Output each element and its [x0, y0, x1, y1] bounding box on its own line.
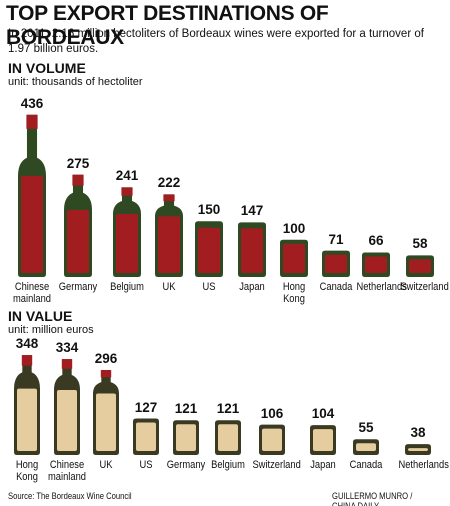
- category-label: Chinese mainland: [48, 459, 86, 483]
- data-label: 106: [260, 405, 284, 421]
- bottle-label: [67, 209, 89, 273]
- category-label: Switzerland: [400, 281, 449, 293]
- category-label: Germany: [166, 459, 206, 471]
- bottle-label: [17, 388, 37, 451]
- bottle-label: [57, 389, 77, 451]
- title: TOP EXPORT DESTINATIONS OF BORDEAUX: [6, 2, 329, 49]
- category-label: Germany: [58, 281, 98, 293]
- source: Source: The Bordeaux Wine Council: [8, 491, 132, 501]
- category-label: Switzerland: [252, 459, 301, 471]
- bottle-label: [365, 256, 387, 273]
- section-unit: unit: million euros: [8, 324, 94, 336]
- data-label: 241: [115, 168, 139, 184]
- bottle-label: [408, 448, 428, 451]
- data-label: 100: [282, 220, 306, 236]
- bottle-cap: [26, 114, 38, 129]
- bottle-cap: [21, 355, 33, 366]
- category-label: UK: [162, 281, 176, 293]
- data-label: 296: [94, 351, 118, 367]
- bottle-label: [262, 428, 282, 451]
- category-label: Hong Kong: [15, 459, 39, 483]
- bottle-cap: [72, 174, 84, 186]
- bottle-cap: [61, 359, 73, 369]
- bottle-label: [241, 228, 263, 273]
- bottle-label: [96, 393, 116, 451]
- bottle-label: [136, 422, 156, 451]
- category-label: Hong Kong: [282, 281, 306, 305]
- data-label: 275: [66, 155, 90, 171]
- bottle-label: [409, 259, 431, 273]
- bottle-label: [283, 243, 305, 273]
- data-label: 348: [15, 336, 39, 352]
- category-label: US: [139, 459, 153, 471]
- data-label: 38: [410, 425, 426, 441]
- bottle-label: [313, 429, 333, 451]
- data-label: 150: [197, 202, 221, 218]
- category-label: Canada: [349, 459, 383, 471]
- category-label: Japan: [239, 281, 265, 293]
- data-label: 121: [216, 401, 240, 417]
- bottle-label: [21, 175, 43, 273]
- data-label: 58: [412, 236, 428, 252]
- category-label: Netherlands: [398, 459, 449, 471]
- category-label: Chinese mainland: [13, 281, 51, 305]
- category-label: UK: [99, 459, 113, 471]
- category-label: Belgium: [110, 281, 144, 293]
- bottle-cap: [100, 370, 112, 378]
- category-label: US: [202, 281, 216, 293]
- bottle-label: [198, 227, 220, 273]
- data-label: 436: [20, 95, 44, 111]
- bottle-label: [218, 424, 238, 451]
- bottle-cap: [163, 194, 175, 202]
- data-label: 55: [358, 420, 374, 436]
- category-label: Belgium: [211, 459, 245, 471]
- data-label: 222: [157, 175, 181, 191]
- category-label: Netherlands: [356, 281, 407, 293]
- data-label: 66: [368, 233, 384, 249]
- subtitle: In 2011, 2.16 million hectoliters of Bor…: [8, 28, 424, 55]
- section-unit: unit: thousands of hectoliter: [8, 76, 143, 88]
- bottle-cap: [121, 187, 133, 196]
- data-label: 71: [328, 231, 344, 247]
- bottle-label: [325, 254, 347, 273]
- data-label: 121: [174, 401, 198, 417]
- data-label: 334: [55, 340, 79, 356]
- section-title: IN VALUE: [8, 308, 73, 324]
- data-label: 104: [311, 406, 335, 422]
- bottle-label: [176, 424, 196, 451]
- section-title: IN VOLUME: [8, 60, 86, 76]
- bottle-label: [356, 443, 376, 451]
- data-label: 147: [240, 203, 264, 219]
- category-label: Japan: [310, 459, 336, 471]
- category-label: Canada: [319, 281, 353, 293]
- data-label: 127: [134, 399, 158, 415]
- bottle-label: [158, 216, 180, 273]
- credit: GUILLERMO MUNRO / CHINA DAILY: [332, 491, 413, 506]
- bottle-label: [116, 213, 138, 273]
